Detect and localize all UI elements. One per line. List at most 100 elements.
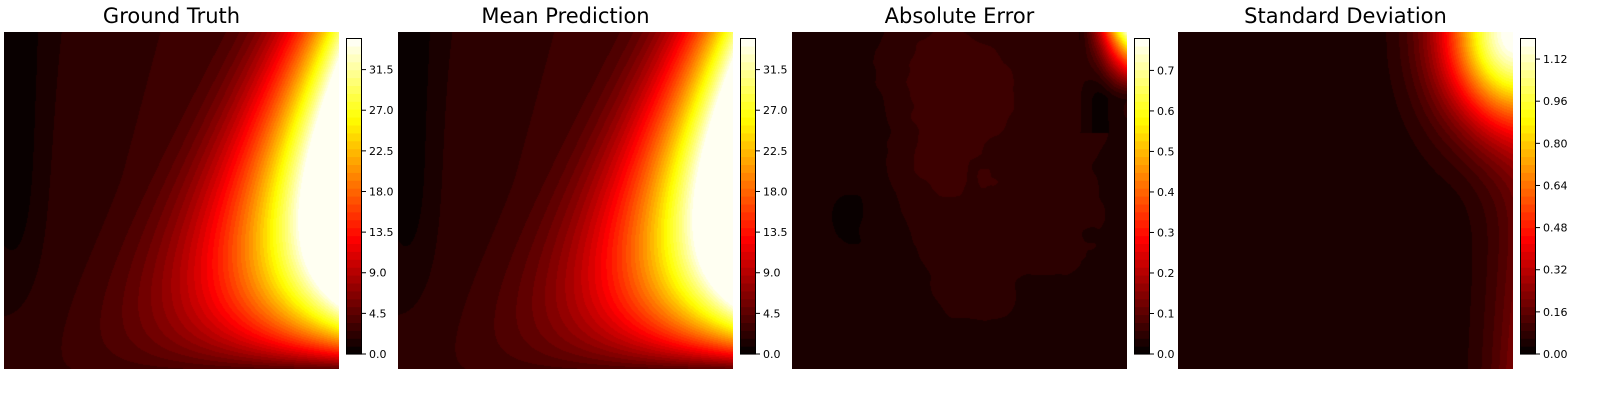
colorbar-segment [346,275,362,284]
colorbar-segment [346,109,362,118]
colorbar-segment [346,77,362,86]
colorbar-tick-label: 0.7 [1157,64,1175,77]
colorbar-segment [1134,61,1150,71]
colorbar-frame [1134,38,1150,354]
colorbar-segment [740,243,756,252]
colorbar-tick-label: 18.0 [369,185,394,198]
colorbar-segment [740,227,756,237]
colorbar-tick-label: 4.5 [763,307,781,320]
colorbar-segment [1134,148,1150,158]
colorbar-segment [1134,196,1150,205]
colorbar-segment [1520,180,1536,189]
colorbar-segment [1520,148,1536,158]
colorbar-segment [740,69,756,79]
colorbar-segment [1134,172,1150,181]
colorbar-segment [1520,85,1536,94]
colorbar-segment [346,196,362,205]
colorbar-segment [740,322,756,331]
colorbar-segment [1520,132,1536,142]
colorbar-segment [1520,251,1536,260]
colorbar-segment [1134,338,1150,347]
colorbar-segment [740,251,756,260]
heatmap-mean-prediction [398,32,733,369]
colorbar-tick-label: 0.16 [1543,306,1568,319]
colorbar-segment [1134,227,1150,237]
colorbar-segment [740,77,756,86]
colorbar-segment [1134,109,1150,118]
colorbar-segment [1520,298,1536,308]
colorbar-segment [346,38,362,47]
colorbar-segment [740,235,756,244]
colorbar-segment [1134,290,1150,300]
heatmap-ground-truth [4,32,339,369]
colorbar-segment [346,251,362,260]
colorbar-segment [1520,219,1536,229]
colorbar-segment [1520,306,1536,316]
colorbar-segment [1134,219,1150,229]
colorbar-segment [1134,38,1150,47]
colorbar-segment [1520,172,1536,181]
colorbar-tick-label: 9.0 [763,267,781,280]
colorbar-segment [1134,282,1150,292]
colorbar-segment [740,275,756,284]
colorbar-segment [1134,156,1150,165]
colorbar-segment [1520,282,1536,292]
colorbar-segment [1134,330,1150,339]
colorbar-tick-label: 0.4 [1157,186,1175,199]
colorbar-segment [1520,93,1536,102]
colorbar-segment [1134,101,1150,110]
colorbar-segment [346,164,362,173]
colorbar-segment [1134,243,1150,252]
colorbar-segment [740,148,756,158]
colorbar-segment [1134,235,1150,244]
colorbar-tick-label: 0.6 [1157,105,1175,118]
colorbar-tick-label: 0.3 [1157,226,1175,239]
colorbar-segment [346,227,362,237]
colorbar-segment [740,314,756,323]
colorbar-segment [740,346,756,355]
panel-title: Absolute Error [884,4,1035,28]
colorbar-segment [1520,77,1536,86]
colorbar-segment [1134,251,1150,260]
colorbar-segment [1520,243,1536,252]
colorbar-segment [1134,188,1150,197]
colorbar-segment [346,61,362,71]
colorbar-tick-label: 18.0 [763,185,788,198]
colorbar-tick-label: 0.0 [369,348,387,361]
colorbar-segment [346,172,362,181]
colorbar-frame [740,38,756,354]
colorbar-segment [346,338,362,347]
colorbar-segment [1520,109,1536,118]
colorbar-segment [740,180,756,189]
colorbar-segment [1520,61,1536,71]
colorbar-segment [346,45,362,55]
colorbar-tick-label: 0.96 [1543,95,1568,108]
colorbar-segment [740,306,756,316]
colorbar-segment [1520,211,1536,221]
colorbar-segment [1134,53,1150,63]
colorbar-tick-label: 22.5 [369,145,394,158]
colorbar-segment [740,85,756,94]
colorbar-segment [1520,203,1536,213]
colorbar-segment [1520,267,1536,276]
colorbar-segment [1520,338,1536,347]
colorbar-tick-label: 0.64 [1543,179,1568,192]
colorbar-segment [1520,140,1536,150]
colorbar-tick-label: 31.5 [763,64,788,77]
colorbar-segment [740,124,756,134]
colorbar-segment [346,330,362,339]
colorbar-tick-label: 0.0 [1157,348,1175,361]
colorbar-segment [740,140,756,150]
colorbar-segment [1520,188,1536,197]
colorbar-segment [346,148,362,158]
colorbar-segment [740,53,756,63]
colorbar-tick-label: 9.0 [369,267,387,280]
colorbar-segment [1520,101,1536,110]
colorbar-segment [346,117,362,126]
colorbar-segment [1134,275,1150,284]
colorbar-segment [346,290,362,300]
colorbar-segment [1134,45,1150,55]
colorbar-segment [346,85,362,94]
colorbar-segment [1520,275,1536,284]
colorbar-tick-label: 1.12 [1543,53,1568,66]
